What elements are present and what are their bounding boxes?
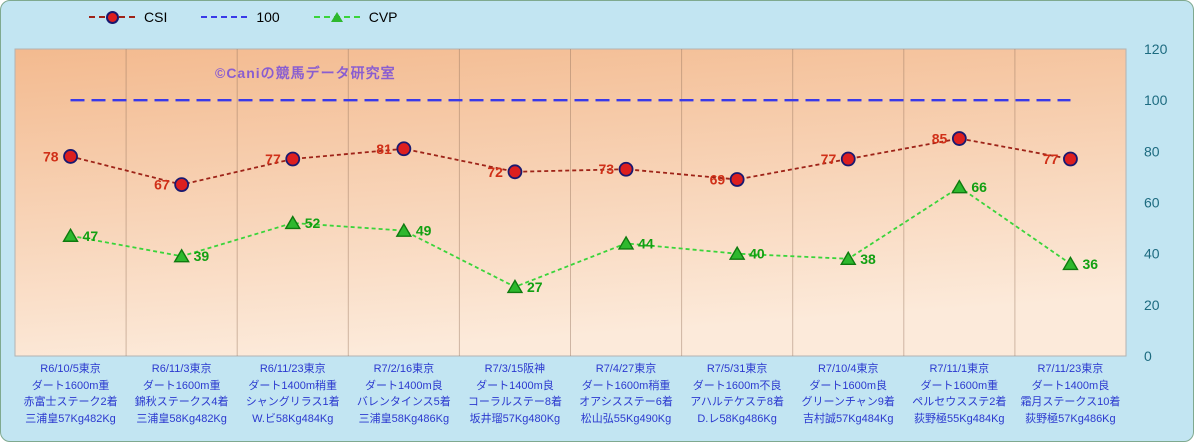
cvp-marker [395, 222, 413, 237]
csi-value-label: 78 [43, 148, 59, 164]
x-axis-label: R6/11/23東京 ダート1400m稍重 シャングリラス1着 W.ビ58Kg4… [245, 363, 340, 425]
series-csi-line [70, 137, 1071, 186]
y-axis-tick-label: 60 [1144, 195, 1160, 211]
legend-item-cvp: CVP [313, 9, 398, 25]
cvp-value-label: 66 [971, 179, 987, 195]
csi-value-label: 67 [154, 177, 170, 193]
csi-legend-marker-icon [106, 11, 119, 24]
x-axis-label: R7/10/4東京 ダート1600m良 グリーンチャン9着 吉村誠57Kg484… [801, 363, 895, 425]
csi-marker [285, 151, 301, 167]
watermark: ©Caniの競馬データ研究室 [215, 65, 396, 81]
csi-marker [840, 151, 856, 167]
legend-item-csi: CSI [89, 9, 167, 25]
y-axis-tick-label: 100 [1144, 92, 1168, 108]
legend: CSI 100 CVP [89, 9, 398, 25]
csi-value-label: 69 [710, 171, 726, 187]
legend-label-cvp: CVP [368, 9, 398, 25]
csi-value-label: 85 [932, 131, 948, 147]
x-axis-label: R7/11/1東京 ダート1600m重 ペルセウスステ2着 荻野極55Kg484… [912, 363, 1007, 425]
y-axis-tick-label: 80 [1144, 143, 1160, 159]
csi-value-label: 77 [821, 151, 837, 167]
cvp-marker [728, 245, 746, 260]
csi-value-label: 81 [376, 141, 392, 157]
csi-value-label: 72 [487, 164, 503, 180]
cvp-marker [951, 179, 968, 194]
cvp-marker [506, 279, 524, 294]
cvp-value-label: 39 [194, 248, 210, 264]
x-axis-label: R7/2/16東京 ダート1400m良 バレンタインス5着 三浦皇58Kg486… [356, 363, 451, 425]
cvp-marker [284, 215, 301, 230]
csi-value-label: 77 [1043, 151, 1059, 167]
csi-marker [396, 141, 412, 157]
x-axis-label: R7/3/15阪神 ダート1400m良 コーラルステー8着 坂井瑠57Kg480… [467, 363, 562, 425]
cvp-value-label: 44 [638, 235, 654, 251]
x-axis-label: R7/11/23東京 ダート1400m良 霜月ステークス10着 荻野極57Kg4… [1020, 363, 1121, 425]
csi-marker [1063, 151, 1078, 167]
cvp-value-label: 47 [83, 228, 99, 244]
cvp-value-label: 27 [527, 279, 543, 295]
x-axis-label: R7/5/31東京 ダート1600m不良 アハルテケステ8着 D.レ58Kg48… [690, 363, 784, 425]
y-axis-tick-label: 40 [1144, 246, 1160, 262]
cvp-marker [173, 248, 190, 263]
y-axis-tick-label: 0 [1144, 348, 1152, 364]
csi-marker [951, 131, 967, 146]
cvp-value-label: 52 [305, 215, 321, 231]
legend-item-100: 100 [201, 9, 280, 25]
legend-label-csi: CSI [144, 9, 168, 25]
csi-marker [618, 161, 634, 177]
y-axis-tick-label: 120 [1144, 41, 1168, 57]
csi-marker [174, 177, 190, 192]
cvp-legend-marker-icon [330, 12, 343, 22]
csi-legend-line-icon [89, 11, 135, 24]
csi-value-label: 73 [598, 161, 614, 177]
x-axis-label: R6/11/3東京 ダート1600m重 錦秋ステークス4着 三浦皇58Kg482… [134, 363, 229, 425]
cvp-value-label: 49 [416, 223, 432, 239]
x-axis-label: R7/4/27東京 ダート1600m稍重 オアシスステー6着 松山弘55Kg49… [579, 363, 673, 425]
csi-marker [63, 149, 78, 164]
cvp-marker [617, 235, 635, 250]
series-cvp-line [70, 186, 1072, 288]
csi-value-label: 77 [265, 151, 281, 167]
cvp-value-label: 36 [1082, 256, 1098, 272]
cvp-marker [840, 250, 857, 265]
csi-marker [507, 164, 523, 180]
cvp-marker [1062, 256, 1079, 271]
x-axis-label: R6/10/5東京 ダート1600m重 赤富士ステーク2着 三浦皇57Kg482… [23, 363, 118, 425]
cvp-legend-line-icon [313, 12, 360, 22]
cvp-value-label: 38 [860, 251, 876, 267]
csi-marker [729, 172, 745, 187]
x-axis-labels: R6/10/5東京 ダート1600m重 赤富士ステーク2着 三浦皇57Kg482… [15, 361, 1126, 427]
y-axis-tick-label: 20 [1144, 297, 1160, 313]
cvp-value-label: 40 [749, 246, 765, 262]
legend-label-100: 100 [256, 9, 280, 25]
ref-legend-line-icon [201, 16, 248, 18]
cvp-marker [62, 227, 79, 242]
